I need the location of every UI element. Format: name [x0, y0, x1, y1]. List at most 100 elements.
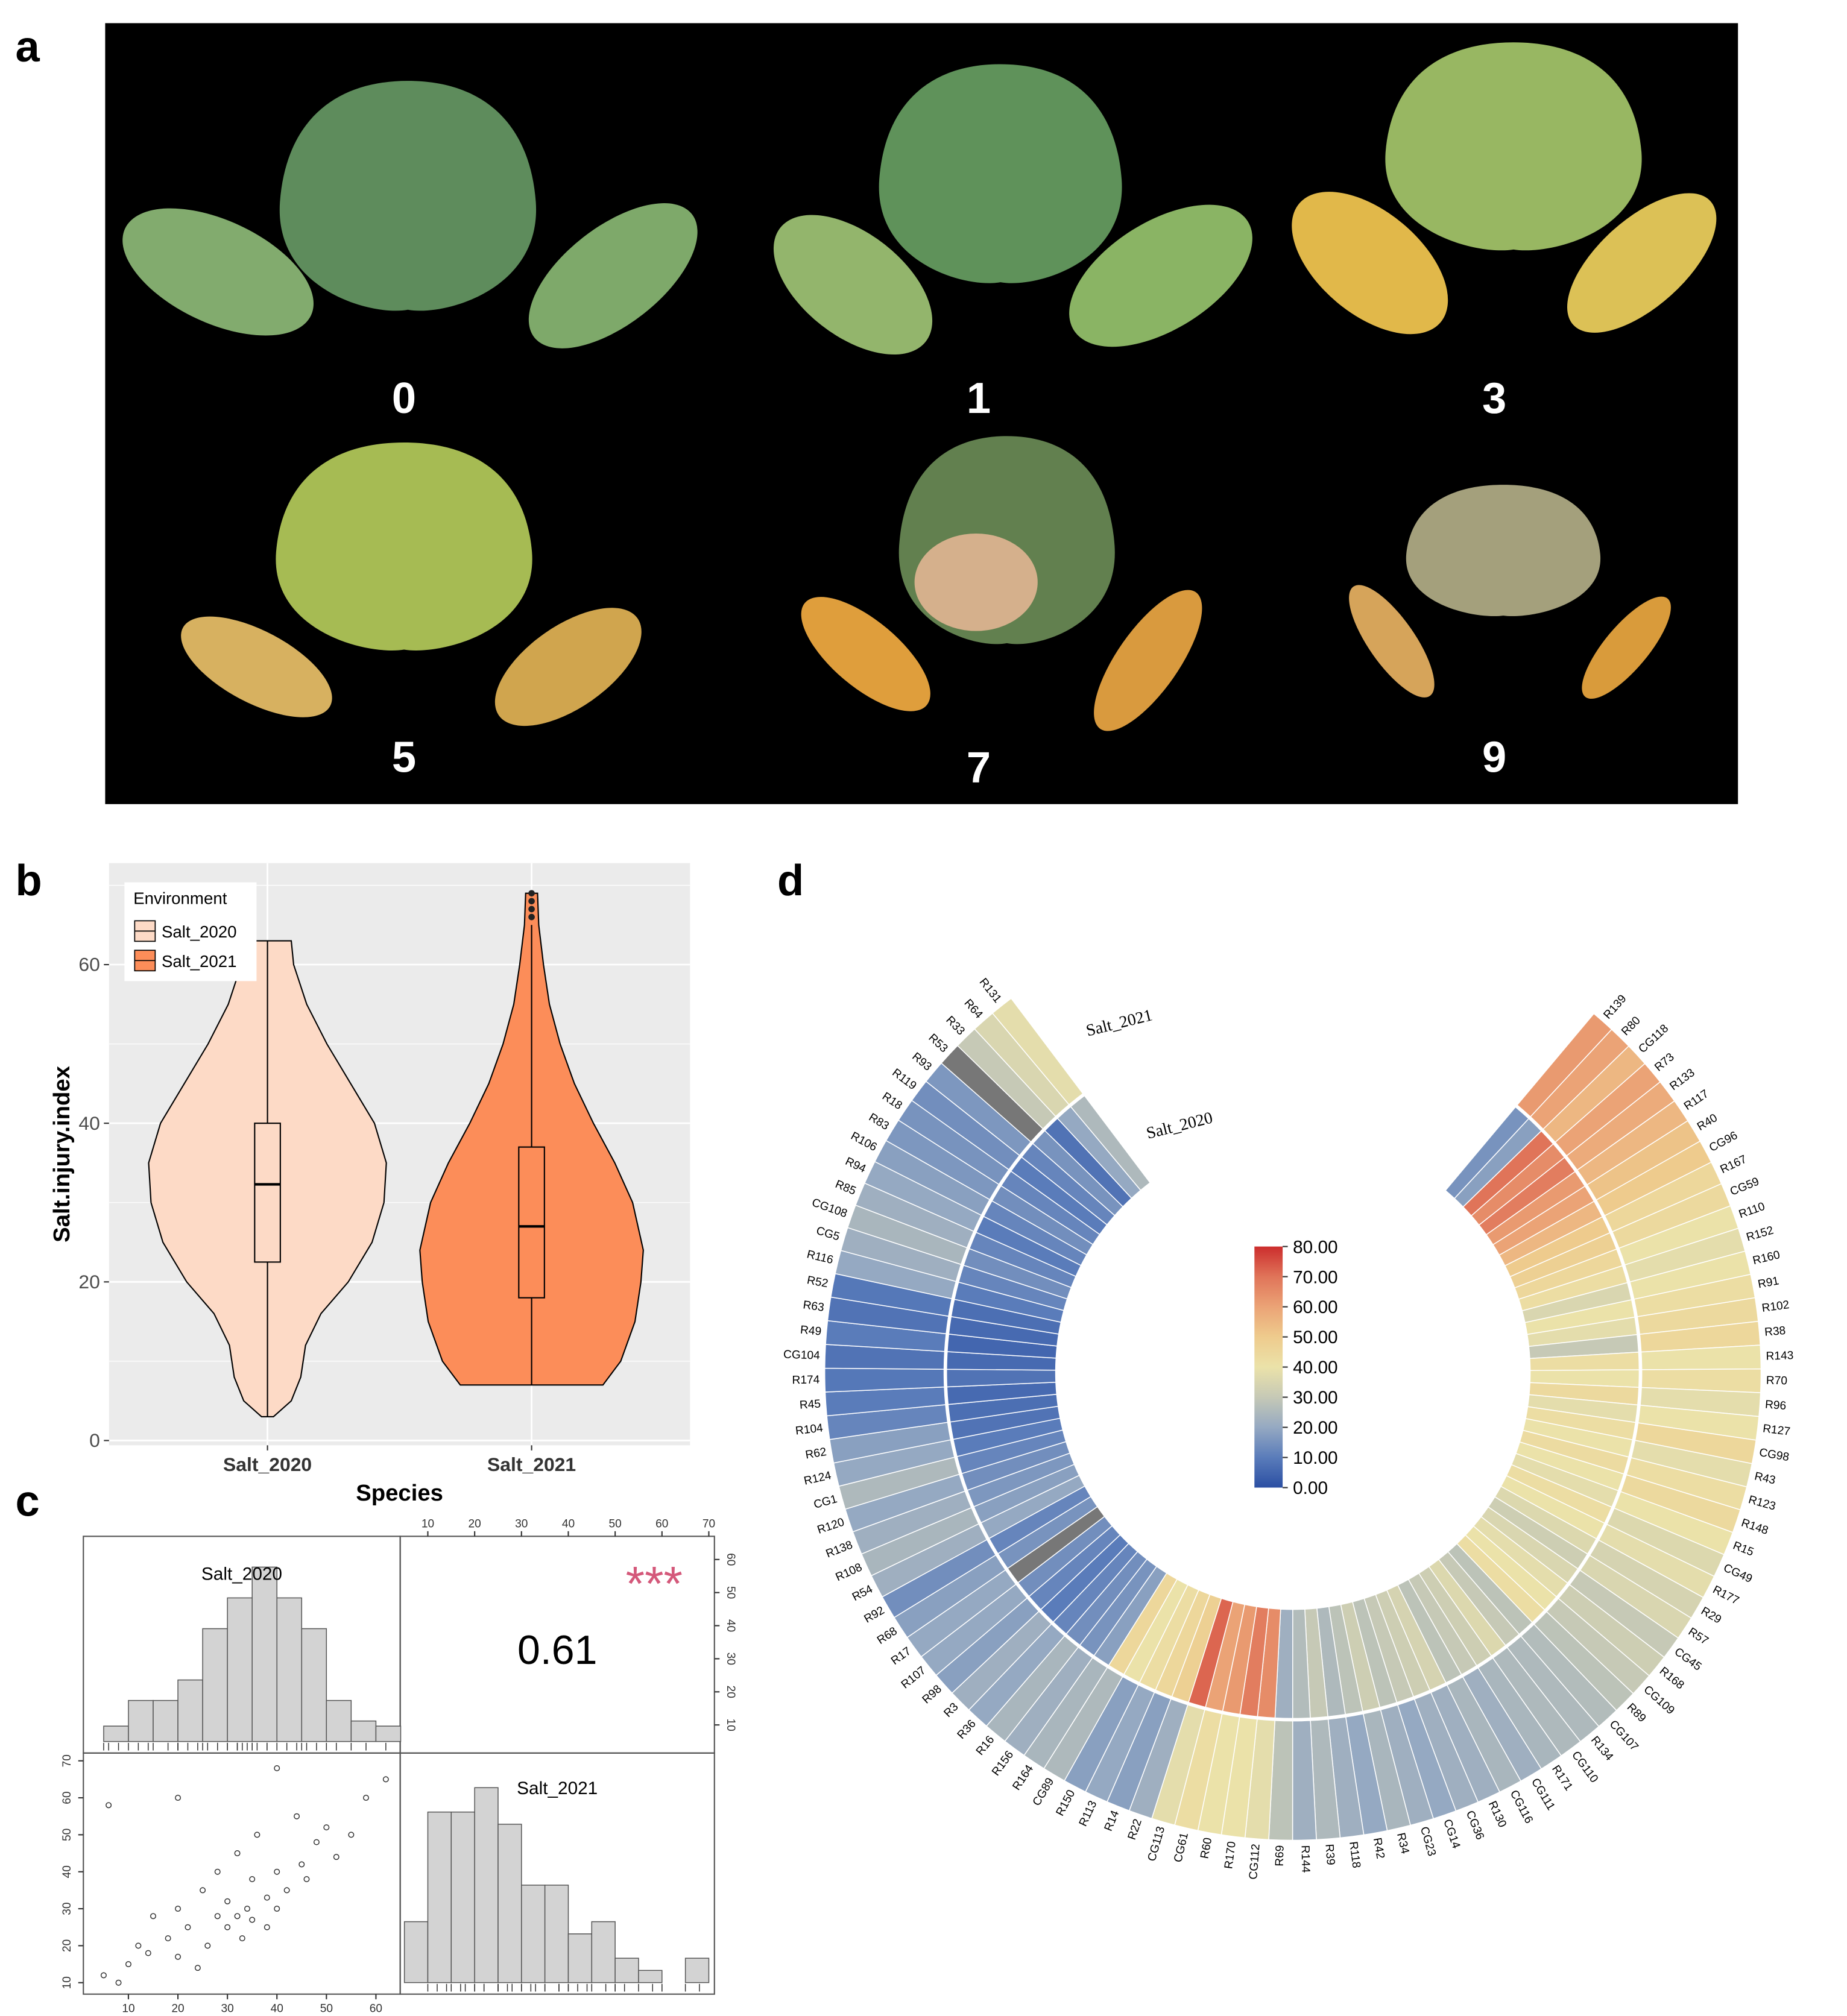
box [518, 1146, 545, 1299]
tick-label: 70 [702, 1517, 715, 1530]
cotyledon [1582, 596, 1671, 699]
true-leaf [879, 64, 1122, 283]
tick-label: 40 [724, 1619, 737, 1632]
cotyledon [1094, 590, 1202, 731]
significance: *** [626, 1557, 683, 1611]
sector-label: R63 [802, 1299, 825, 1314]
scatter-point [125, 1961, 131, 1968]
leaf-group [276, 442, 532, 650]
tick-label: 10 [724, 1719, 737, 1731]
x-axis-title: Species [356, 1480, 443, 1506]
scatter-point [175, 1795, 182, 1801]
tick-label: 50 [608, 1517, 621, 1530]
scatter-point [239, 1935, 245, 1942]
histogram-bar [153, 1699, 178, 1742]
sector-label: R70 [1766, 1375, 1787, 1388]
scatter-point [274, 1906, 280, 1912]
sector-label: R49 [800, 1324, 822, 1338]
tick-label: 60 [724, 1553, 737, 1566]
true-leaf [279, 81, 537, 311]
tick-label: 30 [724, 1652, 737, 1665]
panel-label: b [16, 857, 42, 905]
scatter-point [294, 1813, 300, 1819]
legend-label: Salt_2021 [162, 952, 237, 971]
tick-label: 30 [61, 1902, 74, 1915]
box [254, 1123, 281, 1263]
variable-label: Salt_2020 [201, 1564, 282, 1584]
histogram-bar [276, 1597, 303, 1742]
sector-label: R38 [1764, 1325, 1786, 1339]
scatter-point [249, 1917, 256, 1923]
histogram-bar [450, 1811, 475, 1983]
sector-label: R174 [792, 1373, 819, 1387]
colorbar-label: 80.00 [1293, 1237, 1338, 1257]
tick-label: 10 [122, 2003, 134, 2015]
scatter-point [323, 1824, 330, 1831]
scatter-point [185, 1924, 191, 1930]
outlier [528, 898, 535, 905]
scatter-point [214, 1913, 221, 1920]
leaf-group [898, 436, 1115, 644]
x-tick-label: Salt_2020 [223, 1454, 312, 1475]
tick-label: 40 [61, 1865, 74, 1878]
cotyledon [1292, 192, 1448, 335]
y-axis-title: Salt.injury.index [49, 1066, 75, 1243]
scatter-point [298, 1861, 305, 1868]
colorbar-label: 20.00 [1293, 1418, 1338, 1438]
tick-label: 40 [271, 2003, 283, 2015]
histogram-bar [103, 1725, 129, 1742]
scatter-point [100, 1972, 107, 1979]
histogram-bar [638, 1970, 663, 1983]
histogram-bar [521, 1885, 546, 1983]
true-leaf [276, 442, 532, 650]
grade-label: 9 [1482, 734, 1506, 782]
tick-label: 30 [221, 2003, 234, 2015]
histogram-bar [544, 1885, 569, 1983]
histogram-bar [301, 1628, 327, 1742]
outlier [528, 890, 535, 896]
scatter-point [313, 1839, 320, 1845]
scatter-point [303, 1876, 310, 1882]
legend-title: Environment [133, 889, 227, 908]
colorbar-label: 0.00 [1293, 1478, 1328, 1498]
pairs-cell [399, 1752, 715, 1995]
variable-label: Salt_2021 [517, 1778, 598, 1798]
sector-label: CG104 [783, 1348, 821, 1362]
histogram-bar [128, 1699, 154, 1742]
correlation: 0.61 [517, 1627, 597, 1673]
scatter-point [150, 1913, 157, 1920]
legend-label: Salt_2020 [162, 922, 237, 941]
histogram-bar [403, 1921, 429, 1983]
scatter-point [234, 1850, 241, 1857]
tick-label: 60 [370, 2003, 382, 2015]
tick-label: 20 [724, 1686, 737, 1698]
scatter-point [333, 1854, 339, 1860]
tick-label: 20 [468, 1517, 481, 1530]
histogram-bar [497, 1824, 522, 1983]
cotyledon [528, 203, 698, 348]
histogram-bar [177, 1679, 203, 1742]
grade-label: 5 [392, 734, 416, 782]
panel-label: a [16, 23, 40, 71]
colorbar-label: 70.00 [1293, 1267, 1338, 1287]
cotyledon [801, 597, 930, 711]
scatter-point [382, 1776, 389, 1783]
cotyledon [122, 208, 314, 336]
y-tick-label: 0 [89, 1429, 100, 1451]
grade-label: 1 [967, 374, 991, 423]
colorbar-label: 60.00 [1293, 1297, 1338, 1317]
histogram-bar [474, 1787, 499, 1983]
scatter-point [224, 1898, 231, 1904]
y-tick-label: 60 [78, 954, 99, 975]
y-tick-label: 40 [78, 1112, 99, 1134]
scatter-point [348, 1832, 355, 1838]
leaf-damage [914, 533, 1038, 631]
cotyledon [181, 616, 332, 717]
tick-label: 60 [655, 1517, 668, 1530]
tick-label: 70 [61, 1754, 74, 1767]
scatter-point [264, 1894, 270, 1901]
sector-label: R144 [1298, 1845, 1312, 1873]
panel-label: c [16, 1477, 40, 1525]
scatter-point [249, 1876, 256, 1882]
scatter-point [234, 1913, 241, 1920]
